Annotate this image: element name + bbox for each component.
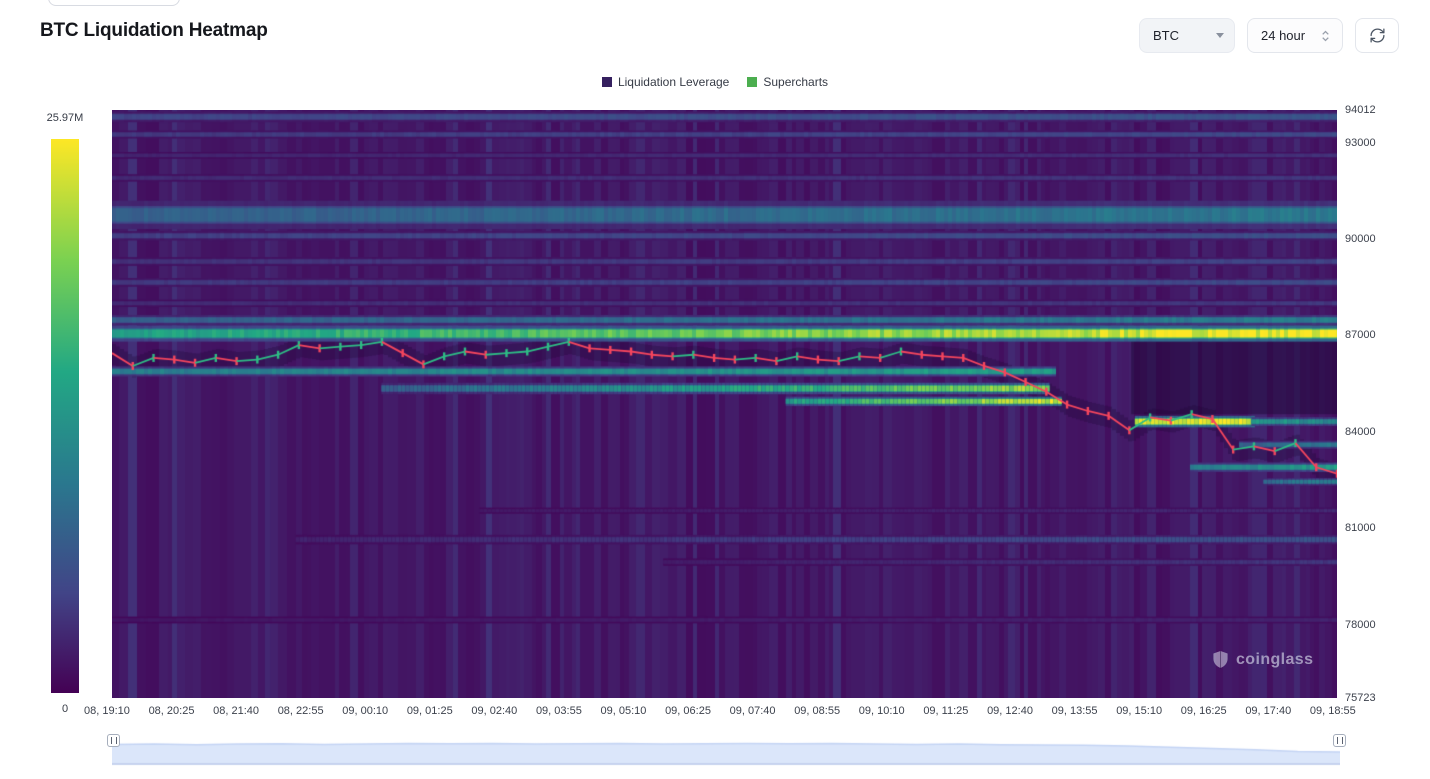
y-axis-label: 90000 — [1345, 232, 1376, 245]
navigator-left-handle[interactable] — [107, 734, 120, 747]
y-axis-label: 84000 — [1345, 425, 1376, 438]
x-axis-label: 09, 03:55 — [535, 705, 582, 717]
legend-item-supercharts[interactable]: Supercharts — [747, 75, 828, 89]
x-axis-label: 08, 19:10 — [84, 705, 130, 717]
symbol-select-value: BTC — [1153, 28, 1179, 43]
x-axis-label: 09, 06:25 — [665, 705, 711, 717]
x-axis-label: 09, 07:40 — [729, 705, 776, 717]
page-title: BTC Liquidation Heatmap — [40, 20, 268, 41]
chart-legend: Liquidation Leverage Supercharts — [0, 75, 1430, 89]
colorbar-min-label: 0 — [61, 703, 69, 715]
x-axis-label: 09, 17:40 — [1245, 705, 1292, 717]
x-axis-label: 09, 05:10 — [600, 705, 647, 717]
x-axis-label: 09, 01:25 — [406, 705, 453, 717]
partial-toolbar-button[interactable] — [48, 0, 180, 6]
x-axis-label: 09, 18:55 — [1309, 705, 1356, 717]
x-axis-label: 09, 08:55 — [794, 705, 841, 717]
colorbar-max-label: 25.97M — [46, 112, 84, 124]
refresh-icon — [1369, 28, 1385, 43]
handle-grip-icon — [110, 737, 117, 744]
x-axis-label: 09, 12:40 — [987, 705, 1033, 717]
x-axis-label: 08, 20:25 — [148, 705, 195, 717]
handle-grip-icon — [1336, 737, 1343, 744]
x-axis-label: 09, 10:10 — [858, 705, 905, 717]
coinglass-watermark: coinglass — [1212, 650, 1313, 669]
y-axis-label: 93000 — [1345, 136, 1376, 149]
x-axis-label: 09, 15:10 — [1116, 705, 1163, 717]
y-axis-label: 78000 — [1345, 618, 1376, 631]
y-axis-label: 94012 — [1345, 104, 1376, 116]
x-axis-label: 09, 02:40 — [471, 705, 518, 717]
timeframe-select-value: 24 hour — [1261, 28, 1306, 43]
symbol-select[interactable]: BTC — [1139, 18, 1235, 53]
navigator-canvas[interactable] — [112, 722, 1340, 766]
refresh-button[interactable] — [1355, 18, 1399, 53]
heatmap-canvas[interactable] — [112, 110, 1337, 698]
y-axis-label: 87000 — [1345, 329, 1376, 342]
legend-swatch-supercharts — [747, 77, 758, 87]
navigator-right-handle[interactable] — [1333, 734, 1346, 747]
coinglass-watermark-text: coinglass — [1236, 650, 1314, 668]
legend-label-liquidation: Liquidation Leverage — [617, 75, 730, 89]
colorbar — [51, 139, 79, 693]
x-axis-label: 09, 00:10 — [342, 705, 389, 717]
x-axis-label: 08, 21:40 — [213, 705, 259, 717]
y-axis-label: 81000 — [1345, 522, 1376, 535]
x-axis-label: 08, 22:55 — [277, 705, 324, 717]
y-axis-label: 75723 — [1345, 692, 1376, 704]
timeframe-select[interactable]: 24 hour — [1247, 18, 1343, 53]
chevron-down-icon — [1216, 33, 1224, 38]
legend-swatch-liquidation — [601, 77, 612, 87]
legend-item-liquidation-leverage[interactable]: Liquidation Leverage — [601, 75, 730, 89]
unfold-more-icon — [1322, 30, 1329, 41]
coinglass-logo-icon — [1213, 651, 1228, 669]
legend-label-supercharts: Supercharts — [763, 75, 829, 89]
x-axis-label: 09, 13:55 — [1051, 705, 1098, 717]
x-axis-label: 09, 16:25 — [1180, 705, 1227, 717]
x-axis: 08, 19:10 08, 20:25 08, 21:40 08, 22:55 09, … — [84, 705, 1356, 717]
x-axis-label: 09, 11:25 — [923, 705, 969, 717]
